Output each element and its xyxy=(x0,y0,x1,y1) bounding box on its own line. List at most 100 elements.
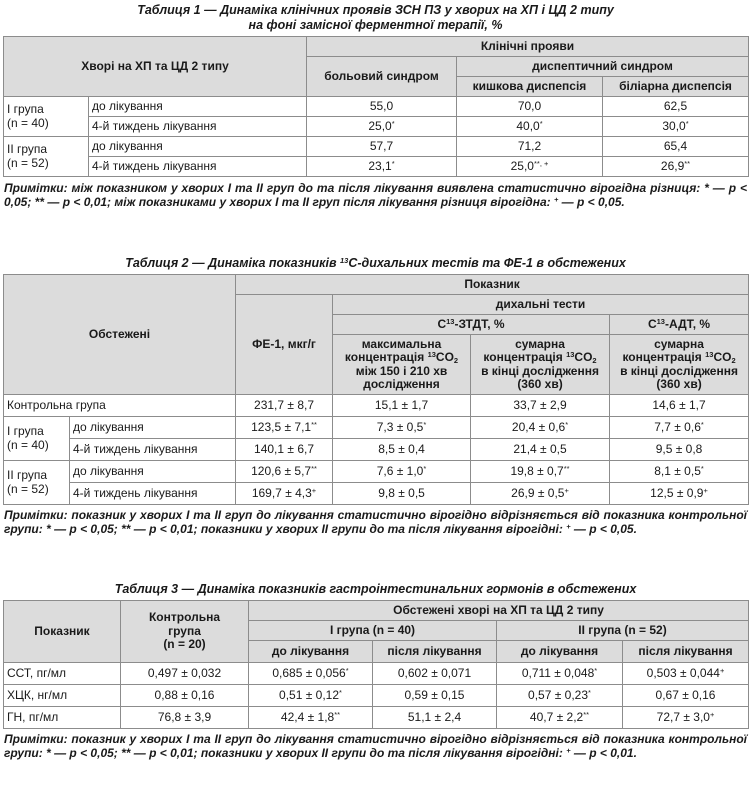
t3-row-label: ГН, пг/мл xyxy=(3,706,121,729)
table2-block: Таблиця 2 — Динаміка показників 13С-диха… xyxy=(0,256,751,536)
t3-cell-g1-after: 51,1 ± 2,4 xyxy=(372,706,497,729)
t3-header-g1-after: після лікування xyxy=(372,640,497,663)
t2-row-label: до лікування xyxy=(68,460,237,483)
t2-cell-sum: 19,8 ± 0,7** xyxy=(470,460,611,483)
table-row: 4-й тиждень лікування 140,1 ± 6,7 8,5 ± … xyxy=(4,438,750,461)
t1-cell-intestinal: 25,0**, + xyxy=(456,156,603,177)
t1-group2-name: ІІ група (n = 52) xyxy=(3,136,89,177)
table1-caption: Таблиця 1 — Динаміка клінічних проявів З… xyxy=(0,3,751,33)
t2-row-label: до лікування xyxy=(68,416,237,439)
table3-note: Примітки: показник у хворих І та ІІ груп… xyxy=(4,732,747,760)
t1-cell-intestinal: 70,0 xyxy=(456,96,603,117)
t2-cell-fe1: 231,7 ± 8,7 xyxy=(235,394,334,417)
table-row: 4-й тиждень лікування 169,7 ± 4,3+ 9,8 ±… xyxy=(4,482,750,505)
t2-header-adt-sum-conc: сумарна концентрація 13CO2 в кінці дослі… xyxy=(609,334,750,395)
table3: Показник Контрольна група (n = 20) Обсте… xyxy=(3,600,749,729)
t2-header-adt: С13-АДТ, % xyxy=(609,314,750,335)
t2-cell-max: 8,5 ± 0,4 xyxy=(332,438,472,461)
t3-cell-g1-before: 0,685 ± 0,056* xyxy=(248,662,373,685)
table-row: ІІ група (n = 52) до лікування 57,7 71,2 … xyxy=(3,136,749,177)
t2-cell-sum: 20,4 ± 0,6* xyxy=(470,416,611,439)
table-row: ССТ, пг/мл 0,497 ± 0,032 0,685 ± 0,056* … xyxy=(3,662,749,685)
t3-cell-g2-after: 72,7 ± 3,0+ xyxy=(622,706,749,729)
t3-row-label: ХЦК, нг/мл xyxy=(3,684,121,707)
table-row: ІІ група (n = 52) до лікування 120,6 ± 5,… xyxy=(3,460,750,505)
t1-header-patients: Хворі на ХП та ЦД 2 типу xyxy=(3,36,307,97)
t2-row-label: 4-й тиждень лікування xyxy=(68,482,237,505)
t2-cell-sum: 33,7 ± 2,9 xyxy=(470,394,611,417)
t3-cell-g2-before: 40,7 ± 2,2** xyxy=(496,706,623,729)
t2-cell-fe1: 120,6 ± 5,7** xyxy=(235,460,334,483)
t1-cell-biliary: 62,5 xyxy=(602,96,749,117)
t2-header-indicator: Показник xyxy=(235,274,750,295)
t2-header-breath: дихальні тести xyxy=(332,294,750,315)
t2-cell-adt: 7,7 ± 0,6* xyxy=(609,416,750,439)
t1-header-dyspeptic: диспептичний синдром xyxy=(456,56,749,77)
table-row: І група (n = 40) до лікування 55,0 70,0 6… xyxy=(3,96,749,137)
t2-cell-max: 15,1 ± 1,7 xyxy=(332,394,472,417)
t2-cell-sum: 21,4 ± 0,5 xyxy=(470,438,611,461)
t3-cell-g2-before: 0,711 ± 0,048* xyxy=(496,662,623,685)
t3-cell-g1-after: 0,59 ± 0,15 xyxy=(372,684,497,707)
t2-header-fe1: ФЕ-1, мкг/г xyxy=(235,294,334,395)
t3-cell-g1-before: 42,4 ± 1,8** xyxy=(248,706,373,729)
table1-caption-line1: Таблиця 1 — Динаміка клінічних проявів З… xyxy=(137,3,614,17)
table-row: 4-й тиждень лікування 23,1* 25,0**, + 26… xyxy=(4,156,749,177)
t3-cell-control: 0,88 ± 0,16 xyxy=(120,684,249,707)
table-row: 4-й тиждень лікування 25,0* 40,0* 30,0* xyxy=(4,116,749,137)
t2-cell-sum: 26,9 ± 0,5+ xyxy=(470,482,611,505)
t2-header-ztdt: С13-ЗТДТ, % xyxy=(332,314,611,335)
t2-header-max-conc: максимальна концентрація 13CO2 між 150 і… xyxy=(332,334,472,395)
t2-group1-name: І група (n = 40) xyxy=(3,416,70,461)
t1-cell-pain: 57,7 xyxy=(306,136,457,157)
table1-block: Таблиця 1 — Динаміка клінічних проявів З… xyxy=(0,3,751,209)
table2-caption: Таблиця 2 — Динаміка показників 13С-диха… xyxy=(125,256,626,270)
table3-caption: Таблиця 3 — Динаміка показників гастроін… xyxy=(114,582,637,596)
t1-header-clinical: Клінічні прояви xyxy=(306,36,749,57)
t1-cell-intestinal: 40,0* xyxy=(456,116,603,137)
t1-cell-biliary: 65,4 xyxy=(602,136,749,157)
t1-group1-name: І група (n = 40) xyxy=(3,96,89,137)
t2-cell-max: 7,3 ± 0,5* xyxy=(332,416,472,439)
t2-cell-adt: 12,5 ± 0,9+ xyxy=(609,482,750,505)
t3-row-label: ССТ, пг/мл xyxy=(3,662,121,685)
t1-row-label: до лікування xyxy=(88,96,307,117)
t3-header-indicator: Показник xyxy=(3,600,121,663)
t1-header-pain: больовий синдром xyxy=(306,56,457,97)
t2-cell-fe1: 140,1 ± 6,7 xyxy=(235,438,334,461)
t2-row-label: 4-й тиждень лікування xyxy=(68,438,237,461)
t2-control-label: Контрольна група xyxy=(2,394,237,417)
table2-note: Примітки: показник у хворих І та ІІ груп… xyxy=(4,508,747,536)
table1-note: Примітки: між показником у хворих І та І… xyxy=(4,181,747,209)
t3-header-group1: І група (n = 40) xyxy=(248,620,497,641)
t3-header-examined: Обстежені хворі на ХП та ЦД 2 типу xyxy=(248,600,749,621)
table-row: Контрольна група 231,7 ± 8,7 15,1 ± 1,7 … xyxy=(2,394,750,417)
table-row: І група (n = 40) до лікування 123,5 ± 7,1… xyxy=(3,416,750,461)
table2: Обстежені Показник ФЕ-1, мкг/г дихальні … xyxy=(2,274,750,505)
t2-cell-fe1: 123,5 ± 7,1** xyxy=(235,416,334,439)
t2-cell-adt: 8,1 ± 0,5* xyxy=(609,460,750,483)
t3-header-g1-before: до лікування xyxy=(248,640,373,663)
t3-cell-g2-after: 0,503 ± 0,044+ xyxy=(622,662,749,685)
t3-cell-g1-after: 0,602 ± 0,071 xyxy=(372,662,497,685)
t1-cell-biliary: 26,9** xyxy=(602,156,749,177)
t2-cell-adt: 9,5 ± 0,8 xyxy=(609,438,750,461)
t1-cell-intestinal: 71,2 xyxy=(456,136,603,157)
t2-header-sum-conc: сумарна концентрація 13CO2 в кінці дослі… xyxy=(470,334,611,395)
t3-header-group2: ІІ група (n = 52) xyxy=(496,620,749,641)
t3-header-g2-after: після лікування xyxy=(622,640,749,663)
t3-header-g2-before: до лікування xyxy=(496,640,623,663)
table-row: ХЦК, нг/мл 0,88 ± 0,16 0,51 ± 0,12* 0,59… xyxy=(3,684,749,707)
table-row: ГН, пг/мл 76,8 ± 3,9 42,4 ± 1,8** 51,1 ±… xyxy=(3,706,749,729)
t3-cell-g2-after: 0,67 ± 0,16 xyxy=(622,684,749,707)
t1-row-label: 4-й тиждень лікування xyxy=(88,116,307,137)
table1: Хворі на ХП та ЦД 2 типу Клінічні прояви… xyxy=(3,36,749,177)
t3-cell-control: 0,497 ± 0,032 xyxy=(120,662,249,685)
t3-cell-control: 76,8 ± 3,9 xyxy=(120,706,249,729)
t1-row-label: 4-й тиждень лікування xyxy=(88,156,307,177)
t1-header-biliary: біліарна диспепсія xyxy=(602,76,749,97)
table3-block: Таблиця 3 — Динаміка показників гастроін… xyxy=(0,582,751,760)
t1-row-label: до лікування xyxy=(88,136,307,157)
t2-group2-name: ІІ група (n = 52) xyxy=(3,460,70,505)
